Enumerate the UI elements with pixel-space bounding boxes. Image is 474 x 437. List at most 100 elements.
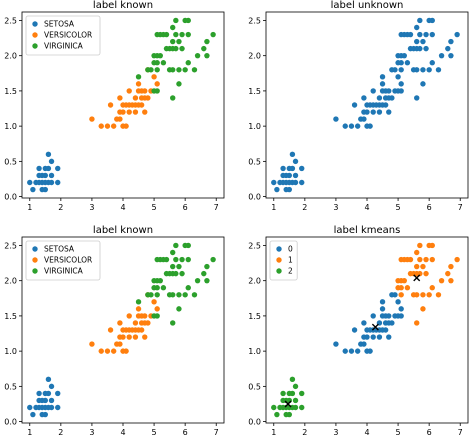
- data-point: [185, 60, 191, 66]
- legend-marker: [32, 246, 38, 252]
- axes-frame: [21, 11, 225, 199]
- data-point: [417, 270, 423, 277]
- data-point: [286, 411, 293, 418]
- data-point: [420, 67, 426, 73]
- chart-title: label unknown: [331, 0, 404, 11]
- data-point: [194, 277, 201, 284]
- data-point: [454, 256, 460, 263]
- legend-label: 0: [288, 245, 293, 254]
- data-point: [182, 292, 188, 298]
- y-tick-label: 2.0: [248, 52, 261, 61]
- data-point: [179, 270, 185, 277]
- data-point: [117, 116, 123, 122]
- data-point: [280, 165, 286, 172]
- data-point: [370, 88, 376, 94]
- legend-label: SETOSA: [44, 245, 75, 254]
- data-point: [135, 74, 142, 80]
- data-point: [201, 270, 207, 277]
- x-tick-label: 4: [364, 203, 369, 212]
- data-point: [170, 292, 176, 298]
- data-point: [173, 45, 179, 52]
- data-point: [179, 45, 185, 52]
- data-point: [274, 411, 280, 418]
- legend: SETOSA VERSICOLOR VIRGINICA: [25, 240, 101, 281]
- data-point: [45, 390, 52, 397]
- y-tick-label: 2.5: [4, 16, 17, 25]
- data-point: [42, 411, 49, 418]
- data-point: [27, 179, 33, 186]
- data-point: [201, 45, 207, 52]
- data-point: [404, 60, 411, 66]
- data-point: [107, 102, 114, 108]
- data-point: [404, 285, 411, 291]
- x-tick-label: 3: [333, 203, 338, 212]
- y-tick-label: 0.5: [4, 157, 17, 166]
- x-tick-label: 6: [183, 428, 188, 437]
- axes-frame: [21, 236, 225, 424]
- subplot-top-left: label known 1 2 3 4 5 6 7 0.0 0.5 1.0 1.5 2.0 2.5 SETO…: [4, 0, 225, 212]
- x-tick-label: 6: [427, 428, 432, 437]
- data-point: [289, 390, 296, 397]
- data-point: [414, 38, 420, 45]
- y-tick-label: 2.5: [4, 241, 17, 250]
- data-point: [42, 172, 49, 179]
- data-point: [395, 299, 401, 305]
- data-point: [204, 52, 210, 59]
- x-tick-label: 1: [27, 203, 32, 212]
- data-point: [286, 186, 293, 193]
- data-point: [55, 165, 61, 172]
- legend-label: VERSICOLOR: [44, 256, 92, 265]
- data-point: [151, 74, 157, 80]
- x-tick-label: 7: [458, 428, 463, 437]
- axes-frame: [265, 236, 469, 424]
- x-tick-label: 5: [152, 203, 157, 212]
- data-point: [280, 390, 286, 397]
- data-point: [27, 404, 33, 411]
- data-point: [271, 179, 277, 186]
- data-point: [448, 277, 454, 284]
- data-point: [361, 95, 367, 101]
- y-tick-label: 0.0: [4, 193, 17, 202]
- data-point: [417, 256, 423, 263]
- legend-label: 2: [288, 267, 293, 276]
- y-tick-label: 0.5: [248, 157, 261, 166]
- data-point: [370, 334, 376, 340]
- x-tick-label: 3: [89, 428, 94, 437]
- data-point: [420, 38, 426, 45]
- x-tick-label: 6: [427, 203, 432, 212]
- data-point: [138, 327, 145, 333]
- data-point: [170, 95, 176, 101]
- data-point: [426, 292, 432, 298]
- data-point: [420, 306, 426, 312]
- data-point: [204, 277, 210, 284]
- series-1: [395, 242, 460, 326]
- data-point: [361, 341, 367, 347]
- data-point: [382, 102, 389, 108]
- data-point: [176, 263, 182, 270]
- chart-title: label kmeans: [334, 225, 401, 236]
- data-point: [435, 67, 442, 73]
- data-point: [148, 67, 154, 73]
- data-point: [138, 102, 145, 108]
- x-tick-label: 4: [364, 428, 369, 437]
- data-point: [429, 256, 435, 263]
- data-point: [438, 52, 445, 59]
- series-versicolor: [89, 292, 160, 354]
- data-point: [348, 123, 355, 129]
- y-tick-label: 1.0: [4, 122, 17, 131]
- data-point: [132, 334, 139, 340]
- data-point: [89, 116, 95, 122]
- data-point: [401, 277, 407, 284]
- data-point: [142, 334, 148, 340]
- x-tick-label: 3: [89, 203, 94, 212]
- data-point: [351, 327, 358, 333]
- data-point: [333, 341, 339, 347]
- data-point: [420, 292, 426, 298]
- legend-marker: [32, 268, 38, 274]
- data-point: [48, 172, 55, 179]
- data-point: [435, 292, 442, 298]
- data-point: [420, 263, 426, 270]
- data-point: [126, 334, 132, 340]
- x-tick-label: 6: [183, 203, 188, 212]
